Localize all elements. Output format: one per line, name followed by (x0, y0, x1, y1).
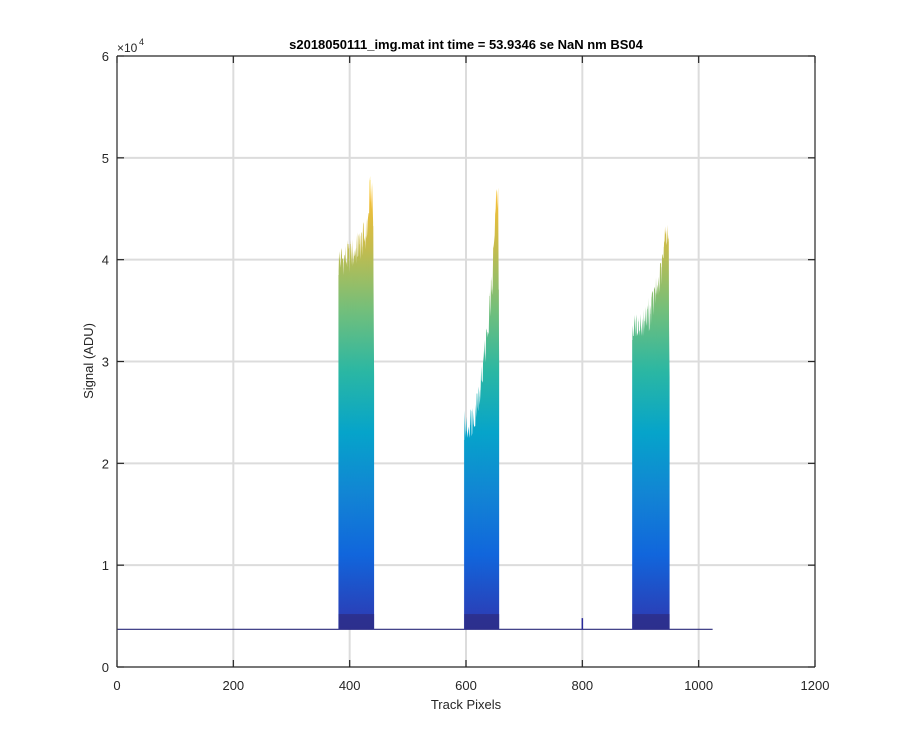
y-exponent-power: 4 (139, 37, 144, 47)
y-tick-label: 3 (102, 355, 109, 370)
chart-title: s2018050111_img.mat int time = 53.9346 s… (289, 37, 644, 52)
x-ticks: 0 200 400 600 800 1000 1200 (113, 56, 829, 693)
y-tick-label: 2 (102, 456, 109, 471)
x-tick-label: 400 (339, 678, 361, 693)
x-tick-label: 600 (455, 678, 477, 693)
y-tick-label: 6 (102, 49, 109, 64)
signal-base-band (632, 614, 670, 630)
x-tick-label: 200 (222, 678, 244, 693)
x-tick-label: 0 (113, 678, 120, 693)
y-tick-label: 1 (102, 558, 109, 573)
signal-base-band (464, 614, 500, 630)
x-tick-label: 1000 (684, 678, 713, 693)
signal-base-band (338, 614, 375, 630)
x-tick-label: 1200 (801, 678, 830, 693)
y-tick-label: 4 (102, 253, 109, 268)
y-ticks: 0 1 2 3 4 5 6 (102, 49, 815, 675)
x-tick-label: 800 (571, 678, 593, 693)
y-tick-label: 0 (102, 660, 109, 675)
y-exponent-base: ×10 (117, 41, 138, 55)
series (117, 176, 713, 630)
x-axis-label: Track Pixels (431, 697, 502, 712)
y-axis-label: Signal (ADU) (81, 323, 96, 399)
y-tick-label: 5 (102, 151, 109, 166)
